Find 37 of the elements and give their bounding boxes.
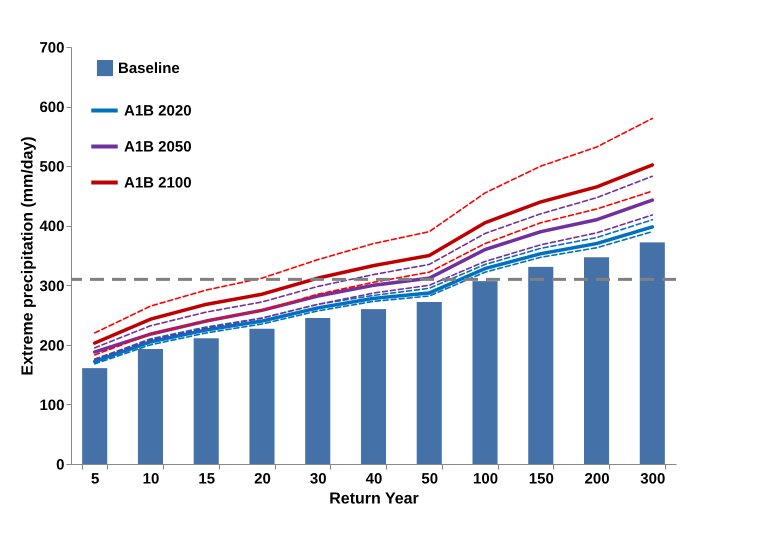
bar bbox=[305, 318, 330, 464]
bar bbox=[360, 309, 386, 464]
bar bbox=[82, 368, 108, 464]
bar bbox=[416, 302, 442, 464]
bar bbox=[640, 242, 665, 464]
x-tick-label: 5 bbox=[91, 470, 100, 488]
y-tick-label: 300 bbox=[39, 278, 64, 295]
x-axis-title: Return Year bbox=[329, 490, 419, 508]
legend-label: Baseline bbox=[118, 60, 180, 77]
y-tick-label: 100 bbox=[39, 396, 64, 414]
legend-label: A1B 2050 bbox=[124, 138, 192, 156]
bar bbox=[249, 328, 275, 464]
y-tick-label: 400 bbox=[39, 218, 64, 236]
x-tick-label: 30 bbox=[310, 470, 327, 488]
y-tick-label: 200 bbox=[39, 337, 64, 354]
x-tick-label: 300 bbox=[640, 470, 666, 488]
bar bbox=[584, 257, 610, 464]
x-tick-label: 200 bbox=[584, 470, 610, 488]
x-tick-label: 50 bbox=[421, 470, 438, 488]
legend-label: A1B 2100 bbox=[124, 174, 192, 192]
bar bbox=[138, 349, 164, 464]
y-tick-label: 0 bbox=[56, 456, 64, 474]
line-series bbox=[94, 118, 654, 334]
legend-label: A1B 2020 bbox=[124, 102, 192, 120]
y-tick-label: 700 bbox=[39, 40, 64, 56]
x-tick-label: 20 bbox=[254, 470, 271, 488]
y-tick-label: 500 bbox=[39, 158, 64, 176]
y-tick-label: 600 bbox=[39, 99, 64, 116]
x-tick-label: 150 bbox=[528, 470, 554, 488]
x-tick-label: 15 bbox=[198, 470, 216, 488]
x-tick-label: 10 bbox=[142, 470, 160, 488]
bar bbox=[194, 338, 219, 464]
x-tick-label: 100 bbox=[473, 470, 498, 488]
bar bbox=[528, 266, 554, 464]
x-tick-label: 40 bbox=[366, 470, 382, 488]
bar bbox=[472, 281, 498, 464]
y-axis-title: Extreme precipitation (mm/day) bbox=[19, 136, 36, 376]
